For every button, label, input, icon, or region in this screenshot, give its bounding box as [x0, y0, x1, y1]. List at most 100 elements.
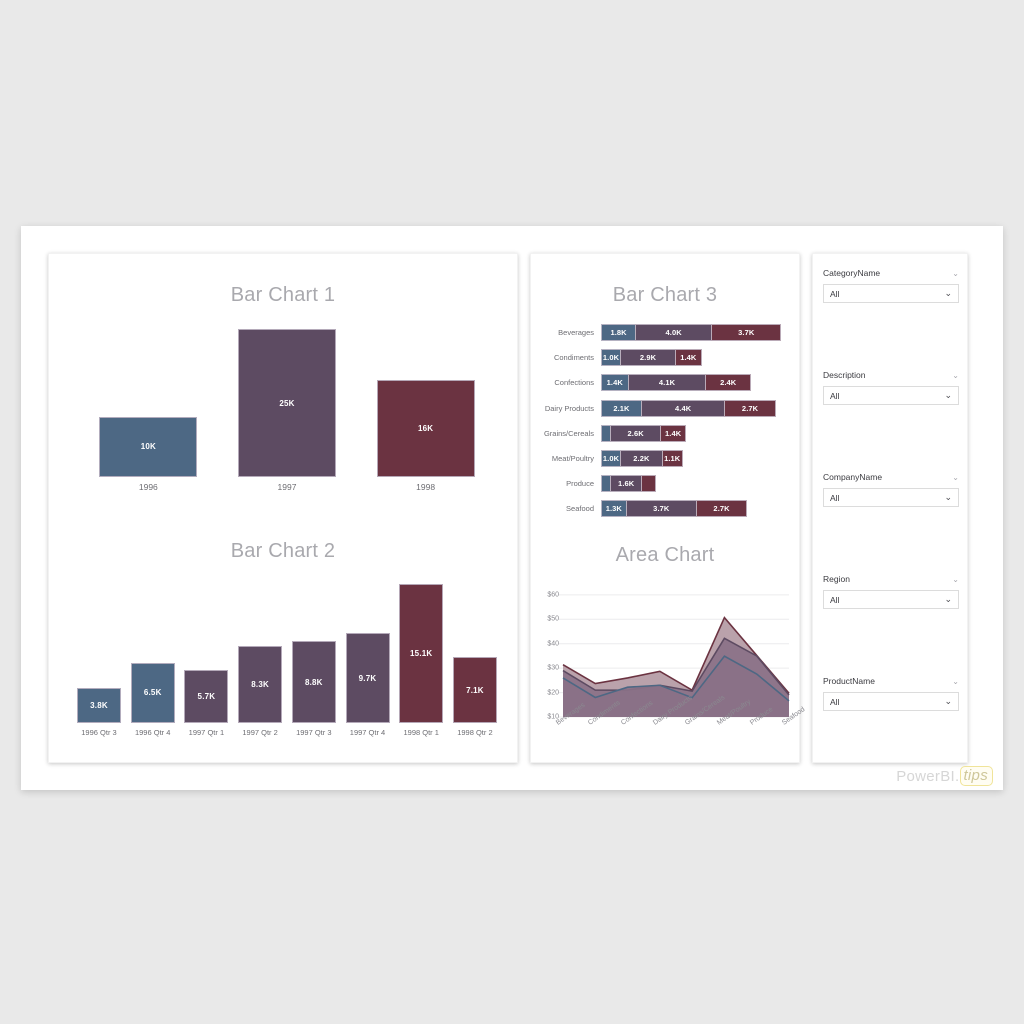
bar[interactable]: 16K — [376, 380, 475, 477]
stacked-bar-value-label: 2.7K — [713, 504, 730, 514]
stacked-bar-row[interactable]: Confections 1.4K 4.1K 2.4K — [539, 372, 789, 393]
stacked-bar-segment[interactable]: 3.7K — [625, 500, 696, 518]
slicer-header[interactable]: CompanyName ⌄ — [823, 472, 959, 488]
slicer-companyname[interactable]: CompanyName ⌄ All ⌄ — [823, 472, 959, 507]
slicer-selected-value: All — [830, 492, 840, 503]
slicer-categoryname[interactable]: CategoryName ⌄ All ⌄ — [823, 268, 959, 303]
chevron-down-icon[interactable]: ⌄ — [944, 390, 952, 400]
bar[interactable]: 3.8K — [77, 687, 121, 723]
stacked-bar-segment[interactable]: 2.7K — [695, 500, 748, 518]
slicer-dropdown[interactable]: All ⌄ — [823, 284, 959, 303]
bar[interactable]: 8.8K — [291, 641, 336, 723]
stacked-bar-segment[interactable]: 2.7K — [724, 399, 776, 417]
bar[interactable]: 7.1K — [452, 657, 497, 723]
chevron-down-icon[interactable]: ⌄ — [952, 676, 959, 686]
bar-category-label: 1996 Qtr 3 — [81, 728, 117, 737]
stacked-bar-row[interactable]: Seafood 1.3K 3.7K 2.7K — [539, 498, 789, 519]
bar-chart-2-plot[interactable]: 3.8K 1996 Qtr 3 6.5K 1996 Qtr 4 5.7K 1997 Qtr… — [71, 584, 503, 759]
stacked-bar-row[interactable]: Grains/Cereals 2.6K 1.4K — [539, 423, 789, 444]
bar[interactable]: 5.7K — [184, 670, 229, 723]
bar-group[interactable]: 16K 1998 — [376, 329, 475, 492]
area-series-fill[interactable] — [563, 656, 789, 717]
slicer-header[interactable]: Description ⌄ — [823, 370, 959, 386]
area-chart-plot[interactable]: $10 $20 $30 $40 $50 $60 Beverages Condiments Con… — [537, 584, 806, 759]
chevron-down-icon[interactable]: ⌄ — [952, 268, 959, 278]
stacked-bar-segment[interactable] — [601, 475, 611, 493]
slicer-region[interactable]: Region ⌄ All ⌄ — [823, 574, 959, 609]
bar-group[interactable]: 9.7K 1997 Qtr 4 — [345, 584, 390, 737]
bar-value-label: 9.7K — [358, 673, 377, 683]
slicer-dropdown[interactable]: All ⌄ — [823, 692, 959, 711]
bar[interactable]: 15.1K — [399, 584, 444, 723]
stacked-bar-row[interactable]: Condiments 1.0K 2.9K 1.4K — [539, 347, 789, 368]
slicer-header[interactable]: Region ⌄ — [823, 574, 959, 590]
stacked-bar-row[interactable]: Produce 1.6K — [539, 473, 789, 494]
stacked-bar-value-label: 4.1K — [658, 378, 676, 388]
bar-group[interactable]: 3.8K 1996 Qtr 3 — [77, 584, 121, 737]
chevron-down-icon[interactable]: ⌄ — [952, 370, 959, 380]
slicer-selected-value: All — [830, 594, 840, 605]
stacked-bar-segment[interactable]: 1.3K — [601, 500, 626, 518]
bar[interactable]: 25K — [237, 329, 336, 477]
stacked-bar-category-label: Confections — [554, 378, 594, 388]
stacked-bar-segment[interactable]: 1.6K — [610, 475, 641, 493]
slicer-description[interactable]: Description ⌄ All ⌄ — [823, 370, 959, 405]
bar[interactable]: 6.5K — [130, 662, 175, 723]
slicer-dropdown[interactable]: All ⌄ — [823, 488, 959, 507]
stacked-bar-category-label: Seafood — [566, 504, 594, 514]
slicer-header[interactable]: ProductName ⌄ — [823, 676, 959, 692]
stacked-bar-segment[interactable]: 1.8K — [601, 324, 636, 341]
stacked-bar-segment[interactable]: 4.4K — [640, 399, 725, 417]
stacked-bar-segment[interactable]: 2.6K — [610, 424, 660, 442]
stacked-bar-segment[interactable]: 1.4K — [601, 374, 628, 392]
bar[interactable]: 10K — [99, 416, 198, 477]
bar-group[interactable]: 8.8K 1997 Qtr 3 — [291, 584, 336, 737]
bar-group[interactable]: 5.7K 1997 Qtr 1 — [184, 584, 229, 737]
stacked-bar-segment[interactable]: 2.1K — [601, 399, 641, 417]
stacked-bar-row[interactable]: Beverages 1.8K 4.0K 3.7K — [539, 322, 789, 343]
bar-chart-1-plot[interactable]: 10K 1996 25K 1997 16K 1998 — [79, 329, 495, 514]
bar-group[interactable]: 10K 1996 — [99, 329, 198, 492]
area-chart-svg — [558, 594, 790, 718]
slicer-productname[interactable]: ProductName ⌄ All ⌄ — [823, 676, 959, 711]
bar-group[interactable]: 15.1K 1998 Qtr 1 — [399, 584, 444, 737]
area-series-line[interactable] — [562, 637, 790, 696]
stacked-bar-segment[interactable]: 2.2K — [619, 449, 662, 467]
stacked-bar-value-label: 3.7K — [738, 328, 755, 337]
stacked-bar-segment[interactable]: 1.4K — [659, 424, 687, 442]
stacked-bar-segment[interactable] — [601, 424, 611, 442]
stacked-bar-segment[interactable] — [640, 475, 657, 493]
bar[interactable]: 8.3K — [238, 646, 283, 723]
chevron-down-icon[interactable]: ⌄ — [944, 594, 952, 604]
bar[interactable]: 9.7K — [345, 633, 390, 723]
stacked-bar-track: 1.3K 3.7K 2.7K — [601, 500, 789, 518]
stacked-bar-value-label: 4.4K — [675, 403, 692, 413]
slicer-dropdown[interactable]: All ⌄ — [823, 386, 959, 405]
stacked-bar-segment[interactable]: 2.4K — [705, 374, 751, 392]
chevron-down-icon[interactable]: ⌄ — [944, 288, 952, 298]
chevron-down-icon[interactable]: ⌄ — [944, 696, 952, 706]
stacked-bar-segment[interactable]: 4.1K — [627, 374, 706, 392]
bar-category-label: 1998 Qtr 1 — [403, 728, 439, 737]
stacked-bar-segment[interactable]: 2.9K — [619, 349, 676, 367]
chevron-down-icon[interactable]: ⌄ — [952, 574, 959, 584]
bar-group[interactable]: 6.5K 1996 Qtr 4 — [130, 584, 175, 737]
stacked-bar-segment[interactable]: 1.4K — [675, 349, 702, 367]
chevron-down-icon[interactable]: ⌄ — [952, 472, 959, 482]
stacked-bar-row[interactable]: Dairy Products 2.1K 4.4K 2.7K — [539, 398, 789, 419]
bar-group[interactable]: 7.1K 1998 Qtr 2 — [452, 584, 497, 737]
stacked-bar-segment[interactable]: 1.0K — [601, 449, 620, 467]
bar-group[interactable]: 8.3K 1997 Qtr 2 — [238, 584, 283, 737]
slicer-header[interactable]: CategoryName ⌄ — [823, 268, 959, 284]
chevron-down-icon[interactable]: ⌄ — [944, 492, 952, 502]
slicer-dropdown[interactable]: All ⌄ — [823, 590, 959, 609]
area-series-line[interactable] — [562, 616, 790, 694]
stacked-bar-segment[interactable]: 4.0K — [635, 324, 712, 341]
area-series-line[interactable] — [562, 655, 790, 702]
bar-chart-3-plot[interactable]: Beverages 1.8K 4.0K 3.7K Condiments 1.0K 2.9K 1… — [539, 322, 789, 524]
stacked-bar-segment[interactable]: 1.1K — [661, 449, 683, 467]
stacked-bar-row[interactable]: Meat/Poultry 1.0K 2.2K 1.1K — [539, 448, 789, 469]
bar-group[interactable]: 25K 1997 — [237, 329, 336, 492]
stacked-bar-segment[interactable]: 3.7K — [711, 324, 782, 341]
stacked-bar-segment[interactable]: 1.0K — [601, 349, 620, 367]
